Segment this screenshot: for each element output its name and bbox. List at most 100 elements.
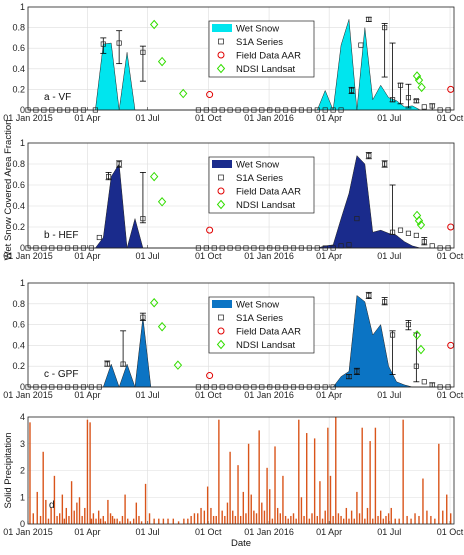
x-tick-label: 01 Jul (136, 113, 160, 123)
s1a-point (104, 361, 110, 367)
precip-bar (324, 510, 326, 524)
legend-diamond (216, 199, 226, 210)
precip-bar (42, 451, 44, 524)
precip-bar (36, 491, 38, 524)
s1a-point (390, 332, 396, 338)
precip-bar (73, 510, 75, 524)
precip-bar (59, 513, 61, 524)
y-tick-label: 0.8 (12, 159, 25, 169)
s1a-point (390, 97, 396, 103)
x-tick-label: 01 Apr (316, 390, 342, 400)
s1a-point (106, 174, 112, 180)
y-tick-label: 1 (20, 138, 25, 148)
precip-bar (329, 475, 332, 524)
precip-bar (266, 467, 268, 524)
y-tick-label: 0.6 (12, 43, 25, 53)
precip-bar (247, 443, 250, 524)
legend-label: NDSI Landsat (236, 340, 296, 351)
ndsi-point (149, 298, 159, 308)
precip-bar (430, 515, 432, 524)
precip-bar (221, 510, 223, 524)
s1a-point (346, 374, 352, 380)
precip-bar (353, 518, 355, 524)
precip-bar (104, 521, 106, 524)
precip-bar (129, 521, 132, 524)
precip-bar (200, 507, 202, 524)
precip-bar (61, 494, 64, 524)
legend-label: S1A Series (236, 173, 283, 184)
precip-bar (229, 451, 231, 524)
precip-bar (274, 446, 276, 524)
precip-bar (406, 515, 408, 524)
precip-bar (177, 521, 180, 524)
precip-bar (218, 419, 220, 524)
x-tick-label: 01 Apr (316, 527, 342, 537)
panel-label: d (49, 500, 55, 511)
precip-bar (446, 494, 448, 524)
legend-label: NDSI Landsat (236, 64, 296, 75)
panel-label: c - GPF (44, 369, 78, 380)
precip-bar (193, 513, 196, 524)
precip-bar (70, 481, 73, 524)
x-tick-label: 01 Jul (136, 527, 160, 537)
s1a-point (346, 242, 352, 248)
precip-bar (107, 499, 109, 524)
precip-bar (379, 510, 382, 524)
y-tick-label: 2 (20, 466, 25, 476)
precip-bar (144, 483, 147, 524)
y-tick-label: 1 (20, 492, 25, 502)
legend-circle (217, 187, 225, 195)
precip-bar (364, 518, 366, 524)
precip-bar (135, 502, 138, 524)
s1a-point (382, 299, 388, 305)
x-tick-label: 01 Jul (377, 527, 401, 537)
x-tick-label: 01 Jan 2015 (3, 390, 53, 400)
x-tick-label: 01 Jan 2016 (244, 251, 294, 261)
x-tick-label: 01 Oct (437, 251, 464, 261)
precip-bar (237, 465, 239, 524)
x-tick-label: 01 Jul (136, 390, 160, 400)
precip-bar (343, 518, 345, 524)
legend-label: Field Data AAR (236, 51, 301, 62)
legend-label: Wet Snow (236, 24, 279, 35)
precip-bar (102, 515, 104, 524)
precip-bar (242, 491, 245, 524)
panel-4: 0 1 2 3 4 01 Jan 2015 01 Apr 01 Jul 01 Oct 01 Jan… (3, 412, 464, 537)
precip-bar (398, 518, 400, 524)
x-tick-label: 01 Apr (74, 113, 100, 123)
precip-bar (271, 518, 274, 524)
legend-square (218, 38, 224, 45)
precip-bar (290, 515, 292, 524)
x-tick-label: 01 Jan 2016 (244, 527, 294, 537)
x-tick-label: 01 Oct (437, 527, 464, 537)
x-tick-label: 01 Apr (74, 390, 100, 400)
precip-bar (140, 521, 143, 524)
precip-bar (287, 518, 289, 524)
precip-bar (172, 518, 175, 524)
s1a-point (366, 16, 372, 22)
y-tick-label: 0.4 (12, 64, 25, 74)
precip-bar (203, 510, 206, 524)
s1a-point (366, 292, 372, 299)
ndsi-point (414, 75, 424, 85)
precip-bar (32, 513, 34, 524)
precip-bar (47, 518, 50, 524)
x-tick-label: 01 Apr (74, 527, 100, 537)
precip-bar (418, 515, 420, 524)
y-tick-label: 0.6 (12, 180, 25, 190)
legend-label: S1A Series (236, 37, 283, 48)
y-tick-label: 3 (20, 439, 25, 449)
x-tick-label: 01 Apr (74, 251, 100, 261)
precip-bar (90, 518, 93, 524)
x-tick-label: 01 Oct (437, 390, 464, 400)
precip-bar (245, 513, 247, 524)
precip-bar (313, 438, 316, 524)
y-tick-label: 0 (20, 382, 25, 392)
precip-bar (197, 513, 199, 524)
x-tick-label: 01 Jul (377, 390, 401, 400)
precip-bar (306, 433, 308, 524)
precip-bar (50, 507, 52, 524)
precip-bar (263, 510, 266, 524)
precip-bar (234, 515, 237, 524)
y-axis-title: Solid Precipitation (3, 432, 14, 508)
